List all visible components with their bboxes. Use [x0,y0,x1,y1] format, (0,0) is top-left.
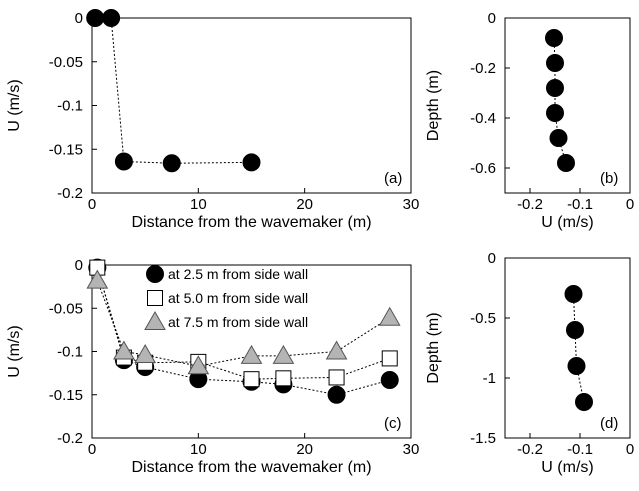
series-line [573,293,585,403]
data-point [564,285,583,303]
legend-label: at 2.5 m from side wall [168,266,308,282]
data-point [275,370,292,387]
data-point [566,321,584,339]
x-tick-label: 30 [403,196,420,213]
y-tick-label: -0.6 [470,160,496,177]
data-point [102,9,121,27]
x-tick-label: 0 [626,441,634,458]
y-tick-label: 0 [488,10,496,27]
y-tick-label: 0 [75,257,83,274]
panel-c: 0 10 20 30 0 -0.05 -0.1 -0.15 -0.2 Distance from … [6,257,419,476]
x-axis-label: U (m/s) [541,214,593,231]
y-axis-label: Depth (m) [425,312,442,383]
x-tick-label: -0.1 [567,441,593,458]
x-tick-label: 10 [190,196,207,213]
legend-label: at 7.5 m from side wall [168,314,308,330]
data-point [380,371,399,390]
y-tick-label: -0.05 [49,300,83,317]
x-tick-label: 20 [296,441,313,458]
data-point [243,371,260,388]
panel-b: -0.2 -0.1 0 0 -0.2 -0.4 -0.6 U (m/s) Depth (m) (b… [425,10,634,231]
y-axis-label: U (m/s) [6,79,23,131]
plot-frame [504,257,631,439]
data-point [325,340,348,360]
data-point [327,385,346,404]
data-point [144,310,166,330]
y-tick-label: -0.2 [470,60,496,77]
y-tick-label: -0.05 [49,54,83,71]
data-point [557,154,575,172]
panel-label: (a) [384,170,402,187]
y-tick-label: -0.15 [49,141,83,158]
y-tick-label: -0.2 [57,430,83,447]
y-tick-label: 0 [75,10,83,27]
panel-d: -0.2 -0.1 0 0 -0.5 -1 -1.5 U (m/s) Depth (m) (d) [425,250,634,476]
data-point [114,152,133,171]
panel-label: (d) [600,415,618,432]
x-tick-label: -0.1 [567,196,593,213]
x-axis-label: Distance from the wavemaker (m) [131,214,371,231]
data-point [134,343,157,363]
y-axis-label: U (m/s) [6,325,23,377]
x-tick-label: -0.2 [517,196,543,213]
y-tick-label: -0.4 [470,110,496,127]
data-point [381,350,398,367]
data-point [187,355,210,375]
x-tick-label: 20 [296,196,313,213]
y-tick-label: -1.5 [470,430,496,447]
data-point [86,9,105,27]
panel-label: (c) [384,415,402,432]
data-point [546,104,564,122]
y-axis-label: Depth (m) [425,70,442,141]
y-tick-label: -0.2 [57,185,83,202]
data-point [272,344,295,364]
data-point [549,129,568,147]
data-point [242,153,261,172]
data-point [147,290,163,306]
data-point [567,357,586,375]
panel-label: (b) [600,170,618,187]
x-tick-label: 10 [190,441,207,458]
x-axis-label: Distance from the wavemaker (m) [131,459,371,476]
data-point [240,344,263,364]
data-point [546,79,564,97]
x-tick-label: 0 [88,441,96,458]
data-point [575,393,593,411]
y-tick-label: 0 [488,250,496,267]
x-tick-label: -0.2 [517,441,543,458]
data-point [546,54,564,72]
panel-a: 0 10 20 30 0 -0.05 -0.1 -0.15 -0.2 Distance from … [6,9,420,231]
data-point [86,269,109,289]
data-point [378,306,401,326]
y-tick-label: -1 [483,370,496,387]
y-tick-label: -0.1 [57,344,83,361]
x-tick-label: 30 [403,441,420,458]
data-point [328,369,345,386]
plot-frame [504,17,631,194]
legend-label: at 5.0 m from side wall [168,290,308,306]
x-tick-label: 0 [88,196,96,213]
data-point [113,340,135,360]
x-tick-label: 0 [626,196,634,213]
y-tick-label: -0.15 [49,387,83,404]
x-axis-label: U (m/s) [541,459,593,476]
data-point [545,29,563,47]
data-point [162,154,181,173]
y-tick-label: -0.1 [57,98,83,115]
data-point [146,265,164,283]
y-tick-label: -0.5 [470,310,496,327]
series-line [95,17,252,164]
